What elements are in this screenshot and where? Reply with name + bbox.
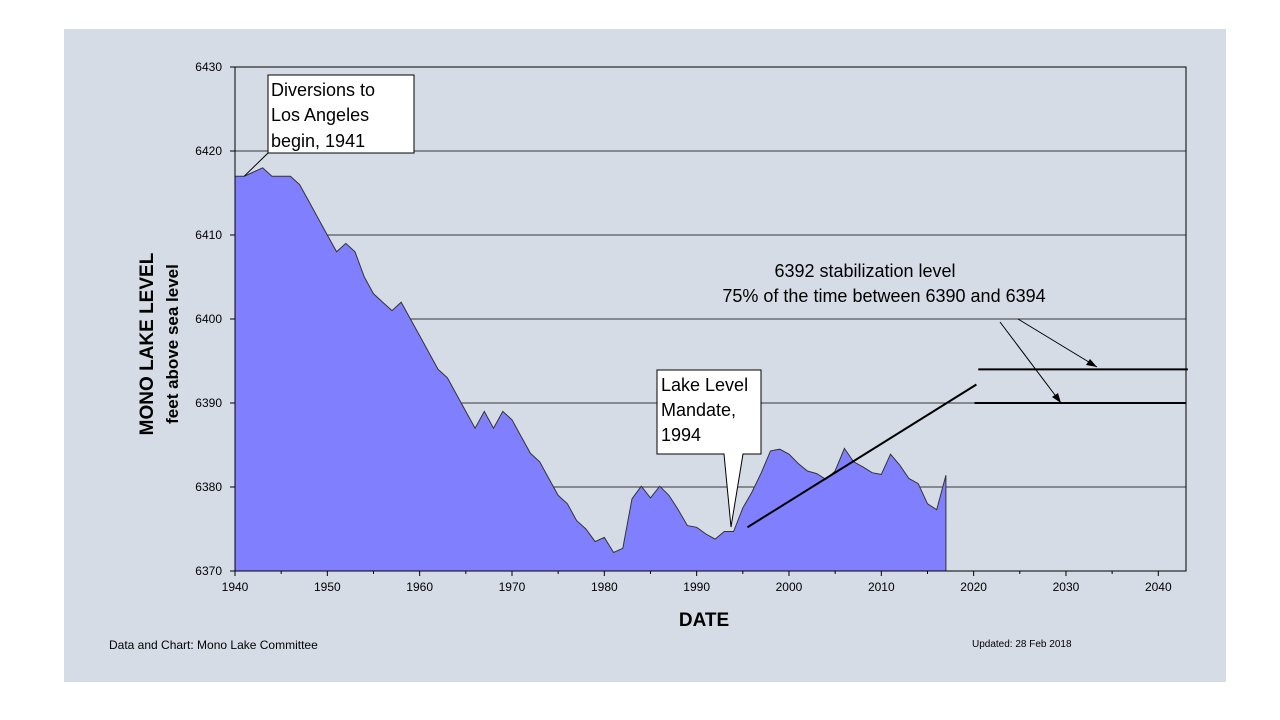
area-series (235, 167, 947, 572)
stabilization-line-1: 6392 stabilization level (774, 261, 955, 281)
mandate-line-3: 1994 (661, 425, 701, 445)
x-tick-label-2010: 2010 (868, 580, 895, 594)
projection-line (746, 383, 977, 529)
stabilization-line-2: 75% of the time between 6390 and 6394 (722, 286, 1045, 306)
x-tick-label-1980: 1980 (591, 580, 618, 594)
stabilization-arrow-lower (999, 321, 1062, 404)
mandate-line-2: Mandate, (661, 400, 736, 420)
y-axis-title: MONO LAKE LEVEL (137, 252, 158, 435)
lake-level-outline (235, 167, 947, 572)
diversions-line-3: begin, 1941 (271, 131, 365, 151)
diversions-callout: Diversions to Los Angeles begin, 1941 (243, 74, 415, 177)
y-tick-label-6410: 6410 (195, 228, 222, 242)
diversions-leader-line (243, 152, 269, 177)
stabilization-arrowhead-upper (1086, 359, 1097, 367)
tick-labels: 6370 6380 6390 6400 6410 6420 6430 1940 1950 1960… (195, 60, 1172, 594)
x-tick-label-1950: 1950 (314, 580, 341, 594)
x-tick-label-2020: 2020 (960, 580, 987, 594)
y-tick-label-6420: 6420 (195, 144, 222, 158)
x-tick-label-1940: 1940 (222, 580, 249, 594)
diversions-box (267, 74, 415, 154)
y-axis-subtitle: feet above sea level (163, 264, 182, 424)
stabilization-arrow-upper (1017, 318, 1098, 368)
y-tick-label-6400: 6400 (195, 312, 222, 326)
reference-lines (746, 368, 1188, 529)
diversions-line-1: Diversions to (271, 80, 375, 100)
footer-updated: Updated: 28 Feb 2018 (972, 639, 1072, 650)
x-tick-label-1970: 1970 (499, 580, 526, 594)
y-tick-label-6380: 6380 (195, 480, 222, 494)
mandate-callout: Lake Level Mandate, 1994 (656, 369, 762, 528)
stabilization-arrowhead-lower (1052, 393, 1061, 403)
y-tick-label-6430: 6430 (195, 60, 222, 74)
x-axis-title: DATE (679, 610, 729, 631)
x-tick-label-1990: 1990 (683, 580, 710, 594)
x-tick-label-2040: 2040 (1145, 580, 1172, 594)
x-tick-label-2030: 2030 (1053, 580, 1080, 594)
x-tick-label-2000: 2000 (776, 580, 803, 594)
lake-level-area (235, 167, 946, 572)
y-tick-label-6390: 6390 (195, 396, 222, 410)
axes (230, 66, 1187, 576)
x-tick-label-1960: 1960 (406, 580, 433, 594)
footer-credit: Data and Chart: Mono Lake Committee (109, 638, 318, 652)
mandate-callout-shape (656, 369, 762, 528)
y-tick-label-6370: 6370 (195, 564, 222, 578)
diversions-line-2: Los Angeles (271, 105, 369, 125)
mandate-line-1: Lake Level (661, 375, 748, 395)
stabilization-annotation: 6392 stabilization level 75% of the time… (722, 261, 1098, 404)
